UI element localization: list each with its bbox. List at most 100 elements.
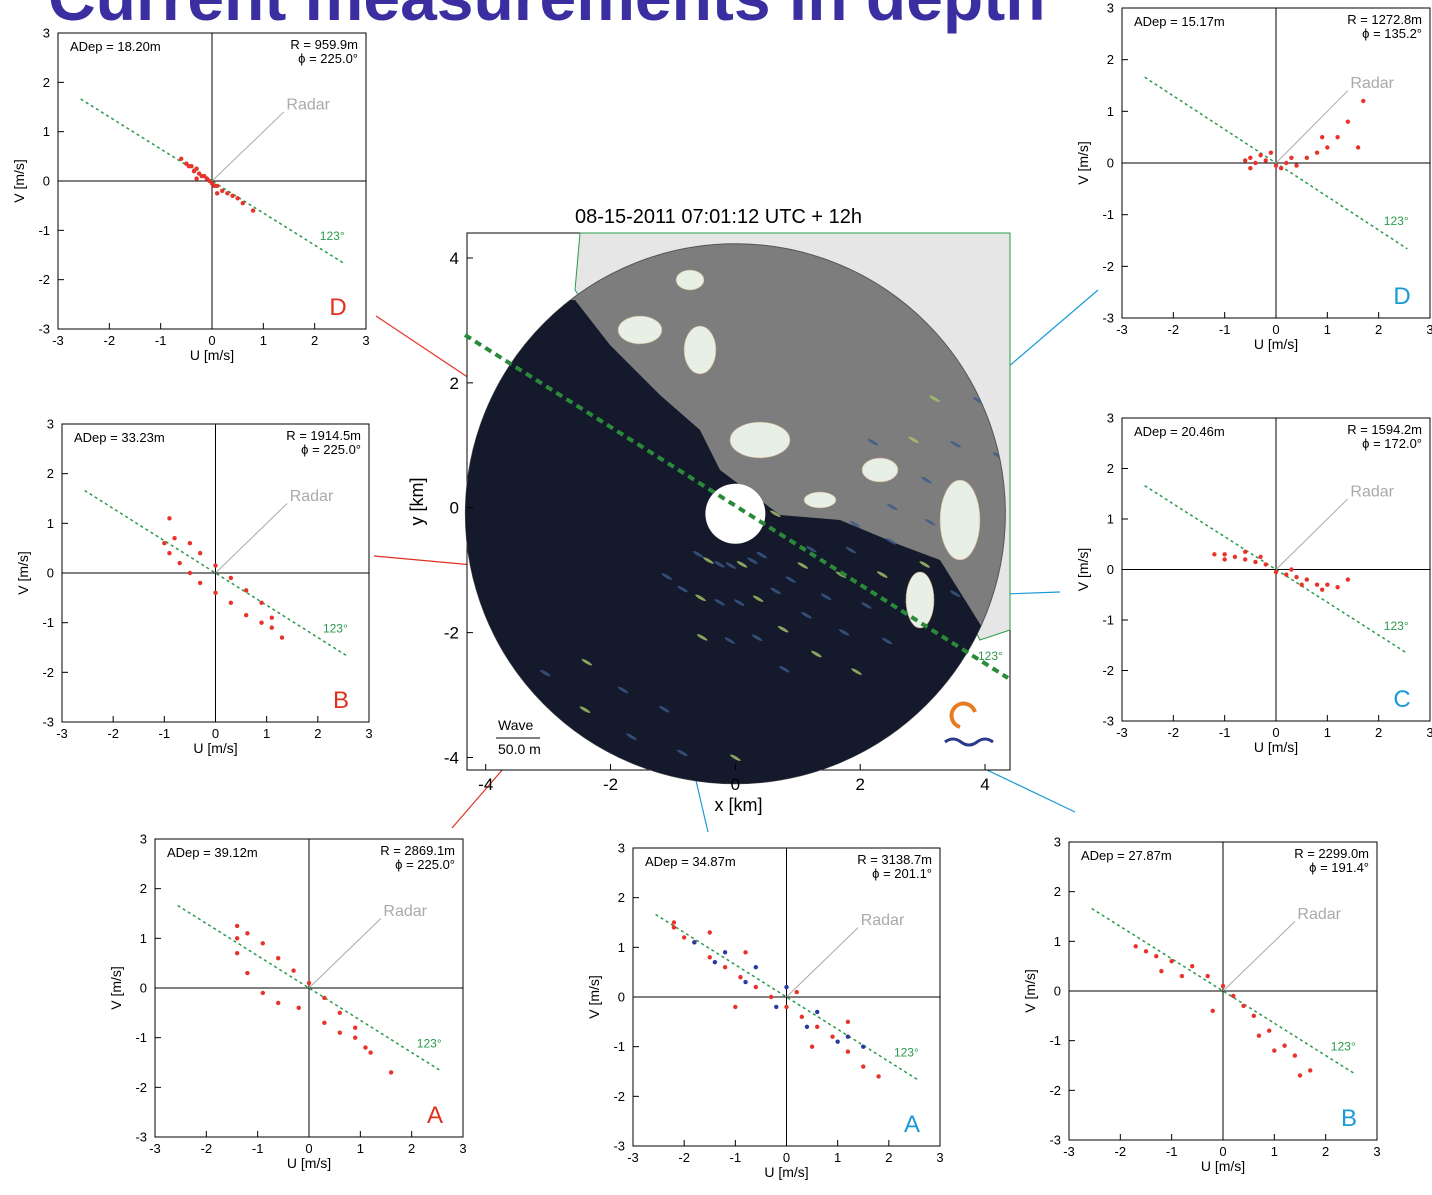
y-tick-label: -1 bbox=[38, 223, 50, 238]
scatter-panel: -3 -2 -1 0 1 2 3 -3 -2 -1 0 1 2 3 U [m/s] V [m/s] ADep =… bbox=[1022, 835, 1380, 1175]
x-tick-label: -3 bbox=[56, 726, 68, 741]
x-tick-label: -3 bbox=[52, 333, 64, 348]
x-axis-label: U [m/s] bbox=[1254, 739, 1298, 755]
wave-streak bbox=[849, 520, 861, 528]
wave-streak bbox=[703, 557, 714, 564]
y-tick-label: -2 bbox=[1102, 259, 1114, 274]
x-tick-label: -2 bbox=[201, 1141, 213, 1156]
x-tick-label: 3 bbox=[1373, 1144, 1380, 1159]
range-label: R = 3138.7m bbox=[857, 852, 932, 867]
point bbox=[1297, 1073, 1303, 1078]
point bbox=[172, 536, 177, 541]
point bbox=[722, 965, 728, 970]
y-tick-label: 3 bbox=[1107, 411, 1114, 426]
point bbox=[1205, 973, 1210, 979]
y-tick-label: 2 bbox=[1107, 461, 1114, 476]
y-tick-label: -4 bbox=[444, 748, 459, 767]
x-tick-label: -3 bbox=[149, 1141, 161, 1156]
point bbox=[1263, 158, 1268, 163]
wave-streak bbox=[724, 637, 736, 644]
island bbox=[675, 269, 705, 291]
point bbox=[230, 193, 235, 198]
x-tick-label: -2 bbox=[1115, 1144, 1127, 1159]
point bbox=[1304, 155, 1310, 161]
wave-streak bbox=[658, 705, 670, 713]
point bbox=[194, 176, 199, 181]
reference-line bbox=[177, 904, 441, 1072]
point bbox=[733, 1004, 738, 1010]
adep-label: ADep = 33.23m bbox=[74, 430, 165, 445]
point bbox=[197, 580, 203, 586]
point bbox=[692, 940, 697, 945]
radar-pointer bbox=[1275, 498, 1349, 570]
x-tick-label: -1 bbox=[1219, 725, 1231, 740]
radar-label: Radar bbox=[290, 488, 334, 505]
point bbox=[1272, 1048, 1277, 1053]
x-tick-label: 2 bbox=[1322, 1144, 1329, 1159]
point bbox=[1220, 983, 1226, 989]
radar-pointer bbox=[1275, 90, 1349, 164]
scatter-panel: -3 -2 -1 0 1 2 3 -3 -2 -1 0 1 2 3 U [m/s] V [m/s] ADep =… bbox=[1075, 1, 1432, 353]
point bbox=[353, 1035, 358, 1040]
radar-pointer bbox=[1222, 921, 1296, 992]
island bbox=[861, 457, 899, 483]
radar-panel: -4 -2 0 2 4 -4 -2 0 2 4 x [km] y [km] 08-15-2011 07:… bbox=[407, 206, 1011, 815]
point bbox=[269, 625, 274, 630]
wave-streak bbox=[677, 585, 688, 593]
point bbox=[738, 974, 743, 980]
x-axis-label: U [m/s] bbox=[1201, 1158, 1245, 1174]
x-tick-label: 3 bbox=[1426, 322, 1432, 337]
point bbox=[1231, 993, 1236, 999]
y-tick-label: 1 bbox=[1107, 512, 1114, 527]
x-axis-label: U [m/s] bbox=[190, 347, 234, 363]
y-tick-label: -3 bbox=[135, 1130, 147, 1145]
scatter-panel: -3 -2 -1 0 1 2 3 -3 -2 -1 0 1 2 3 U [m/s] V [m/s] ADep =… bbox=[586, 841, 943, 1181]
angle-label: 123° bbox=[978, 649, 1003, 663]
angle-label: 123° bbox=[320, 229, 345, 243]
wave-streak bbox=[695, 594, 706, 602]
x-tick-label: -1 bbox=[159, 726, 171, 741]
panel-label: C bbox=[1393, 686, 1410, 713]
y-tick-label: 2 bbox=[43, 75, 50, 90]
point bbox=[214, 183, 220, 189]
wave-streak bbox=[617, 686, 629, 694]
range-label: R = 959.9m bbox=[290, 37, 358, 52]
wave-streak bbox=[797, 562, 809, 569]
radar-label: Radar bbox=[861, 912, 905, 929]
adep-label: ADep = 27.87m bbox=[1081, 848, 1172, 863]
x-tick-label: -2 bbox=[678, 1150, 690, 1165]
x-tick-label: 0 bbox=[783, 1150, 790, 1165]
panel-label: B bbox=[1341, 1105, 1357, 1132]
panel-label: D bbox=[1393, 283, 1410, 310]
wave-streak bbox=[820, 593, 832, 601]
point bbox=[1154, 954, 1159, 959]
point bbox=[1243, 557, 1248, 562]
wave-streak bbox=[950, 590, 961, 598]
x-tick-label: 1 bbox=[1271, 1144, 1278, 1159]
range-label: R = 2869.1m bbox=[380, 843, 455, 858]
x-tick-label: -1 bbox=[730, 1150, 742, 1165]
point bbox=[245, 970, 250, 976]
x-tick-label: 0 bbox=[1272, 725, 1279, 740]
point bbox=[1320, 587, 1325, 592]
wave-streak bbox=[851, 668, 862, 675]
point bbox=[337, 1010, 342, 1016]
wave-streak bbox=[877, 571, 888, 578]
point bbox=[784, 1004, 789, 1010]
radar-label: Radar bbox=[1350, 75, 1394, 92]
point bbox=[269, 615, 274, 620]
scatter-panel: -3 -2 -1 0 1 2 3 -3 -2 -1 0 1 2 3 U [m/s] V [m/s] ADep =… bbox=[15, 417, 372, 757]
point bbox=[1143, 949, 1149, 954]
point bbox=[712, 960, 718, 965]
y-axis-label: V [m/s] bbox=[15, 551, 31, 595]
y-axis-label: y [km] bbox=[407, 478, 427, 526]
sea-echo bbox=[465, 300, 1006, 784]
point bbox=[1179, 973, 1185, 979]
point bbox=[1299, 582, 1304, 587]
point bbox=[1248, 165, 1253, 171]
x-tick-label: -4 bbox=[478, 775, 493, 794]
x-tick-label: 2 bbox=[408, 1141, 415, 1156]
point bbox=[845, 1034, 851, 1039]
x-tick-label: -2 bbox=[1168, 725, 1180, 740]
